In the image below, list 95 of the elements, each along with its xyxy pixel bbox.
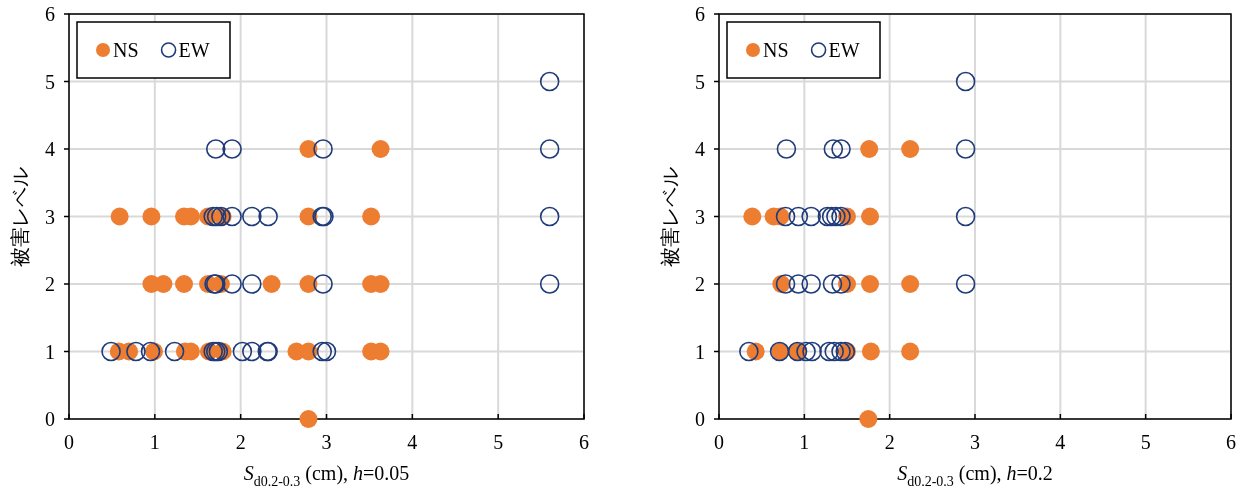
- point: [175, 275, 194, 293]
- point: [242, 341, 262, 362]
- point: [164, 341, 185, 362]
- x-tick-label: 6: [1226, 431, 1236, 453]
- legend-label: EW: [828, 39, 860, 61]
- x-axis-title: S$_{d0.2-0.3}$ (cm), h=0.2: [897, 462, 1053, 489]
- point: [955, 71, 976, 92]
- x-axis-title: S$_{d0.2-0.3}$ (cm), h=0.05: [243, 462, 410, 489]
- x-tick-label: 2: [884, 431, 895, 453]
- y-tick-label: 3: [45, 205, 55, 228]
- point: [539, 206, 560, 227]
- point: [801, 206, 821, 227]
- y-axis-title: 被害レベル: [659, 166, 681, 267]
- point: [371, 140, 390, 158]
- point: [222, 206, 242, 227]
- point: [110, 207, 129, 226]
- x-tick-label: 1: [149, 431, 160, 453]
- y-tick-label: 0: [695, 408, 705, 430]
- x-tick-label: 3: [321, 431, 332, 453]
- y-tick-label: 1: [45, 340, 55, 363]
- x-tick-label: 5: [1140, 431, 1151, 453]
- legend-label: NS: [113, 39, 139, 61]
- point: [901, 140, 920, 158]
- point: [826, 206, 846, 227]
- x-tick-label: 5: [493, 431, 504, 453]
- point: [831, 341, 851, 362]
- point: [859, 410, 878, 428]
- point: [242, 206, 262, 227]
- point: [126, 341, 146, 362]
- y-tick-label: 2: [695, 273, 705, 295]
- y-tick-label: 2: [45, 273, 55, 295]
- point: [824, 341, 844, 362]
- point: [901, 342, 920, 361]
- point: [861, 207, 880, 226]
- y-tick-label: 5: [695, 70, 705, 93]
- point: [831, 139, 851, 159]
- point: [831, 274, 851, 294]
- point: [142, 207, 161, 226]
- x-tick-label: 3: [970, 431, 980, 453]
- point: [822, 274, 843, 294]
- point: [205, 139, 226, 159]
- point: [801, 274, 821, 294]
- point: [101, 341, 121, 362]
- point: [539, 274, 560, 294]
- point: [901, 275, 920, 293]
- x-tick-label: 1: [799, 431, 810, 453]
- legend-label: EW: [178, 39, 210, 61]
- point: [955, 139, 976, 159]
- point: [861, 342, 880, 361]
- point: [313, 274, 333, 294]
- point: [299, 140, 318, 158]
- point: [242, 274, 262, 294]
- point: [739, 341, 759, 362]
- x-tick-label: 2: [235, 431, 246, 453]
- point: [262, 275, 281, 293]
- y-tick-label: 4: [45, 138, 55, 160]
- point: [775, 274, 796, 294]
- x-tick-label: 0: [714, 431, 724, 453]
- point: [743, 207, 762, 226]
- point: [222, 139, 242, 159]
- point: [313, 139, 333, 159]
- point: [775, 206, 796, 227]
- point: [861, 275, 880, 293]
- x-tick-label: 4: [1055, 431, 1066, 453]
- y-tick-label: 6: [45, 3, 55, 25]
- y-tick-label: 4: [695, 138, 705, 160]
- point: [776, 139, 797, 159]
- y-tick-label: 0: [45, 408, 55, 430]
- point: [823, 139, 844, 159]
- point: [222, 274, 242, 294]
- point: [788, 274, 809, 294]
- y-tick-label: 3: [695, 205, 705, 228]
- point: [258, 206, 278, 227]
- point: [299, 410, 318, 428]
- legend-label: NS: [763, 39, 789, 61]
- point: [955, 274, 976, 294]
- point: [232, 341, 253, 362]
- point: [788, 206, 809, 227]
- x-tick-label: 0: [64, 431, 74, 453]
- point: [362, 207, 381, 226]
- x-tick-label: 6: [579, 431, 589, 453]
- point: [955, 206, 976, 227]
- y-tick-label: 1: [695, 340, 705, 363]
- point: [819, 341, 839, 362]
- point: [860, 140, 879, 158]
- point: [539, 139, 560, 159]
- x-tick-label: 4: [407, 431, 418, 453]
- y-tick-label: 6: [695, 3, 705, 25]
- point: [802, 341, 822, 362]
- point: [796, 341, 816, 362]
- point: [831, 206, 851, 227]
- point: [299, 275, 318, 293]
- y-axis-title: 被害レベル: [9, 166, 31, 267]
- point: [539, 71, 560, 92]
- y-tick-label: 5: [45, 70, 55, 93]
